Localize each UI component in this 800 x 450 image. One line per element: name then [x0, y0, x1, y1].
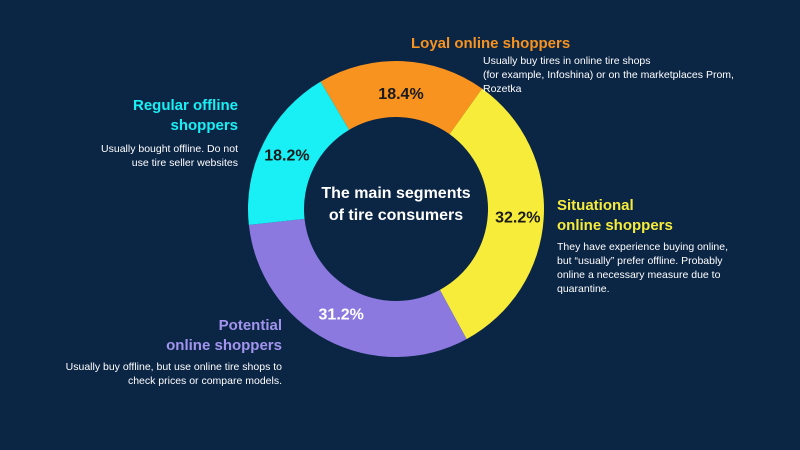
slice-value-label: 18.2%	[264, 147, 309, 164]
slice-value-labels: 18.4% 32.2% 31.2% 18.2%	[264, 86, 540, 323]
donut-slices	[248, 61, 544, 358]
situational-segment-description: They have experience buying online, but …	[557, 240, 728, 296]
situational-title-line-1: Situational	[557, 197, 634, 214]
situational-desc-line-2: but “usually” prefer offline. Probably	[557, 255, 723, 267]
regular-title-line-2: shoppers	[170, 117, 238, 134]
potential-title-line-2: online shoppers	[166, 337, 282, 354]
loyal-segment-title: Loyal online shoppers	[411, 34, 570, 54]
slice-regular-offline-shoppers	[248, 81, 350, 225]
potential-desc-line-1: Usually buy offline, but use online tire…	[65, 361, 282, 373]
regular-segment-title: Regular offline shoppers	[90, 96, 238, 136]
loyal-desc-line-2: (for example, Infoshina) or on the marke…	[483, 69, 734, 81]
slice-loyal-online-shoppers	[320, 61, 483, 135]
loyal-desc-line-1: Usually buy tires in online tire shops	[483, 55, 651, 67]
regular-segment-description: Usually bought offline. Do not use tire …	[68, 142, 238, 170]
situational-desc-line-4: quarantine.	[557, 283, 610, 295]
chart-title-line-1: The main segments	[321, 185, 470, 202]
loyal-segment-description: Usually buy tires in online tire shops (…	[483, 54, 734, 96]
slice-potential-online-shoppers	[248, 218, 467, 358]
regular-title-line-1: Regular offline	[132, 97, 238, 114]
regular-desc-line-1: Usually bought offline. Do not	[101, 143, 238, 155]
situational-segment-title: Situational online shoppers	[557, 196, 673, 236]
slice-situational-online-shoppers	[439, 88, 544, 340]
potential-segment-title: Potential online shoppers	[100, 316, 282, 356]
loyal-title-line: Loyal online shoppers	[411, 35, 571, 52]
situational-desc-line-1: They have experience buying online,	[557, 241, 729, 253]
slice-value-label: 18.4%	[378, 86, 423, 103]
slice-value-label: 31.2%	[319, 307, 364, 324]
potential-desc-line-2: check prices or compare models.	[127, 375, 282, 387]
potential-title-line-1: Potential	[218, 317, 282, 334]
situational-desc-line-3: online a necessary measure due to	[557, 269, 721, 281]
situational-title-line-2: online shoppers	[557, 217, 673, 234]
chart-title-line-2: of tire consumers	[329, 207, 463, 224]
potential-segment-description: Usually buy offline, but use online tire…	[20, 360, 282, 388]
regular-desc-line-2: use tire seller websites	[131, 157, 238, 169]
loyal-desc-line-3: Rozetka	[483, 83, 522, 95]
chart-title: The main segments of tire consumers	[321, 185, 470, 224]
slice-value-label: 32.2%	[495, 210, 540, 227]
